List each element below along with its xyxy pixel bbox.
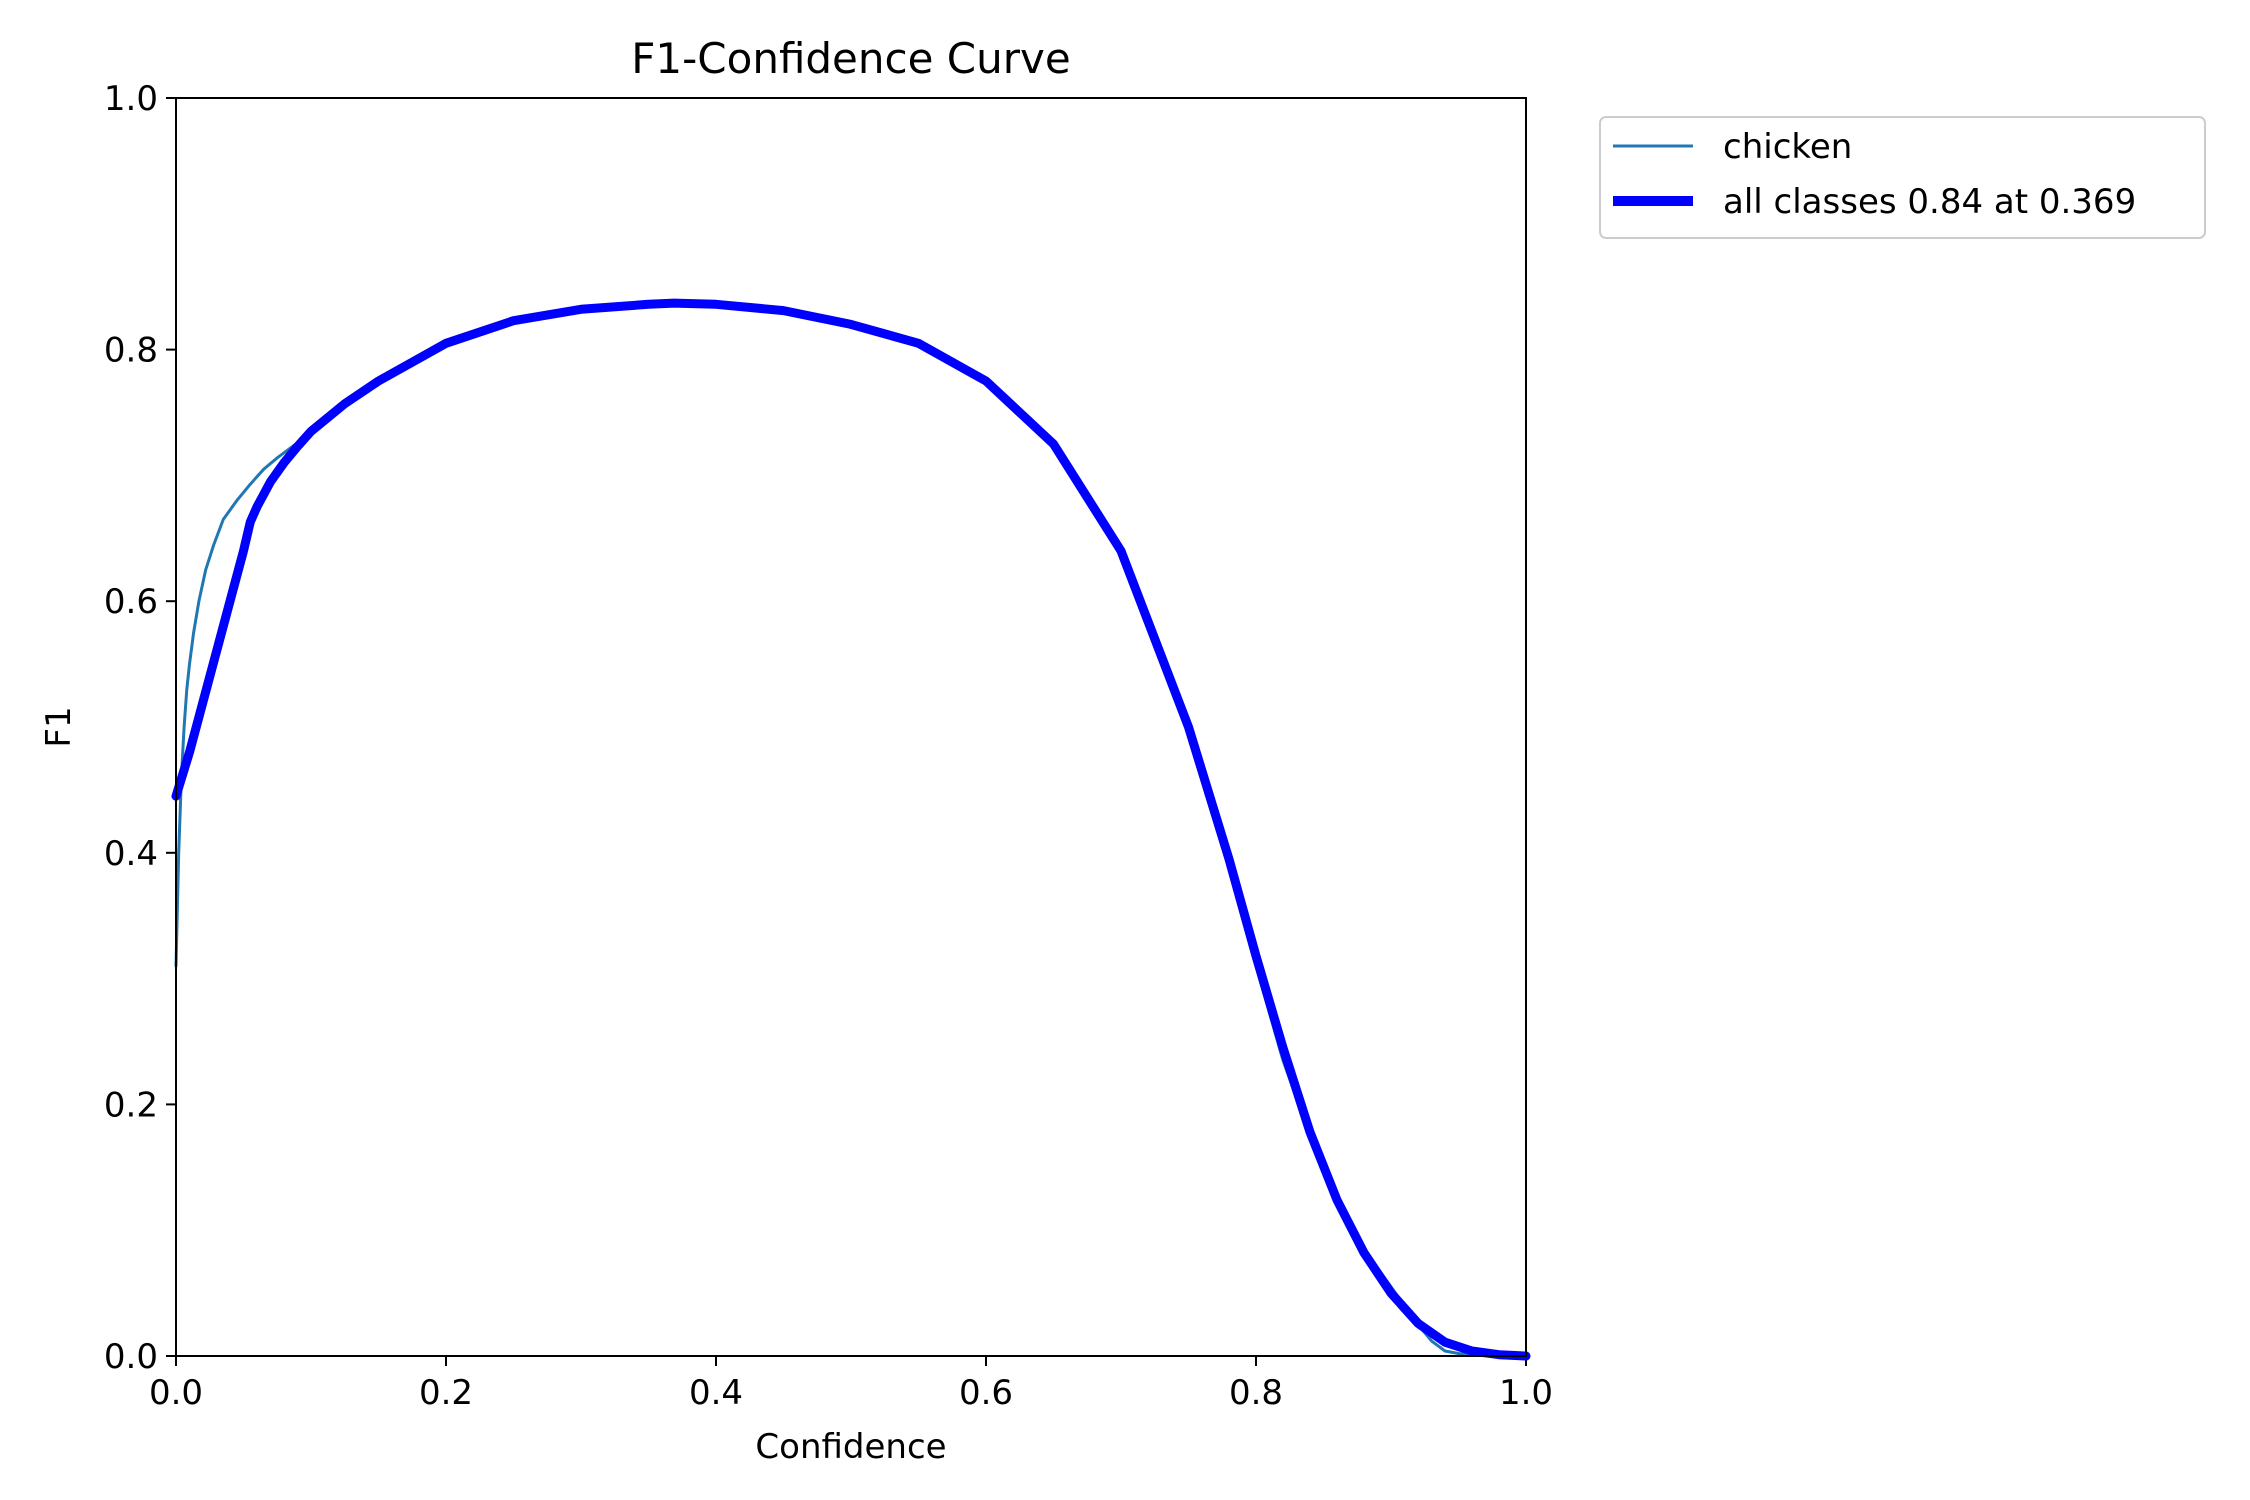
x-tick-label: 0.8 — [1229, 1373, 1283, 1413]
plot-frame — [175, 97, 1527, 1357]
x-tick-label: 0.4 — [689, 1373, 743, 1413]
x-axis-ticks: 0.0 0.2 0.4 0.6 0.8 1.0 — [149, 1356, 1553, 1413]
y-tick-label: 0.8 — [104, 331, 158, 371]
legend-box — [1599, 116, 2206, 239]
series-layer — [171, 298, 1531, 1361]
legend: chicken all classes 0.84 at 0.369 — [1599, 116, 2206, 239]
x-tick-label: 0.2 — [419, 1373, 473, 1413]
x-tick-label: 0.0 — [149, 1373, 203, 1413]
series-line-all-classes — [171, 298, 1531, 1361]
chart-title: F1-Confidence Curve — [631, 34, 1070, 83]
series-line-chicken — [174, 301, 1528, 1358]
y-tick-label: 0.0 — [104, 1337, 158, 1377]
y-axis-ticks: 0.0 0.2 0.4 0.6 0.8 1.0 — [104, 79, 176, 1377]
y-tick-label: 0.2 — [104, 1085, 158, 1125]
x-tick-label: 0.6 — [959, 1373, 1013, 1413]
y-tick-label: 1.0 — [104, 79, 158, 119]
legend-label-chicken: chicken — [1723, 127, 1852, 167]
legend-label-all-classes: all classes 0.84 at 0.369 — [1723, 182, 2136, 222]
x-axis-label: Confidence — [755, 1427, 946, 1467]
y-tick-label: 0.6 — [104, 582, 158, 622]
x-tick-label: 1.0 — [1499, 1373, 1553, 1413]
y-tick-label: 0.4 — [104, 834, 158, 874]
y-axis-label: F1 — [39, 706, 79, 747]
